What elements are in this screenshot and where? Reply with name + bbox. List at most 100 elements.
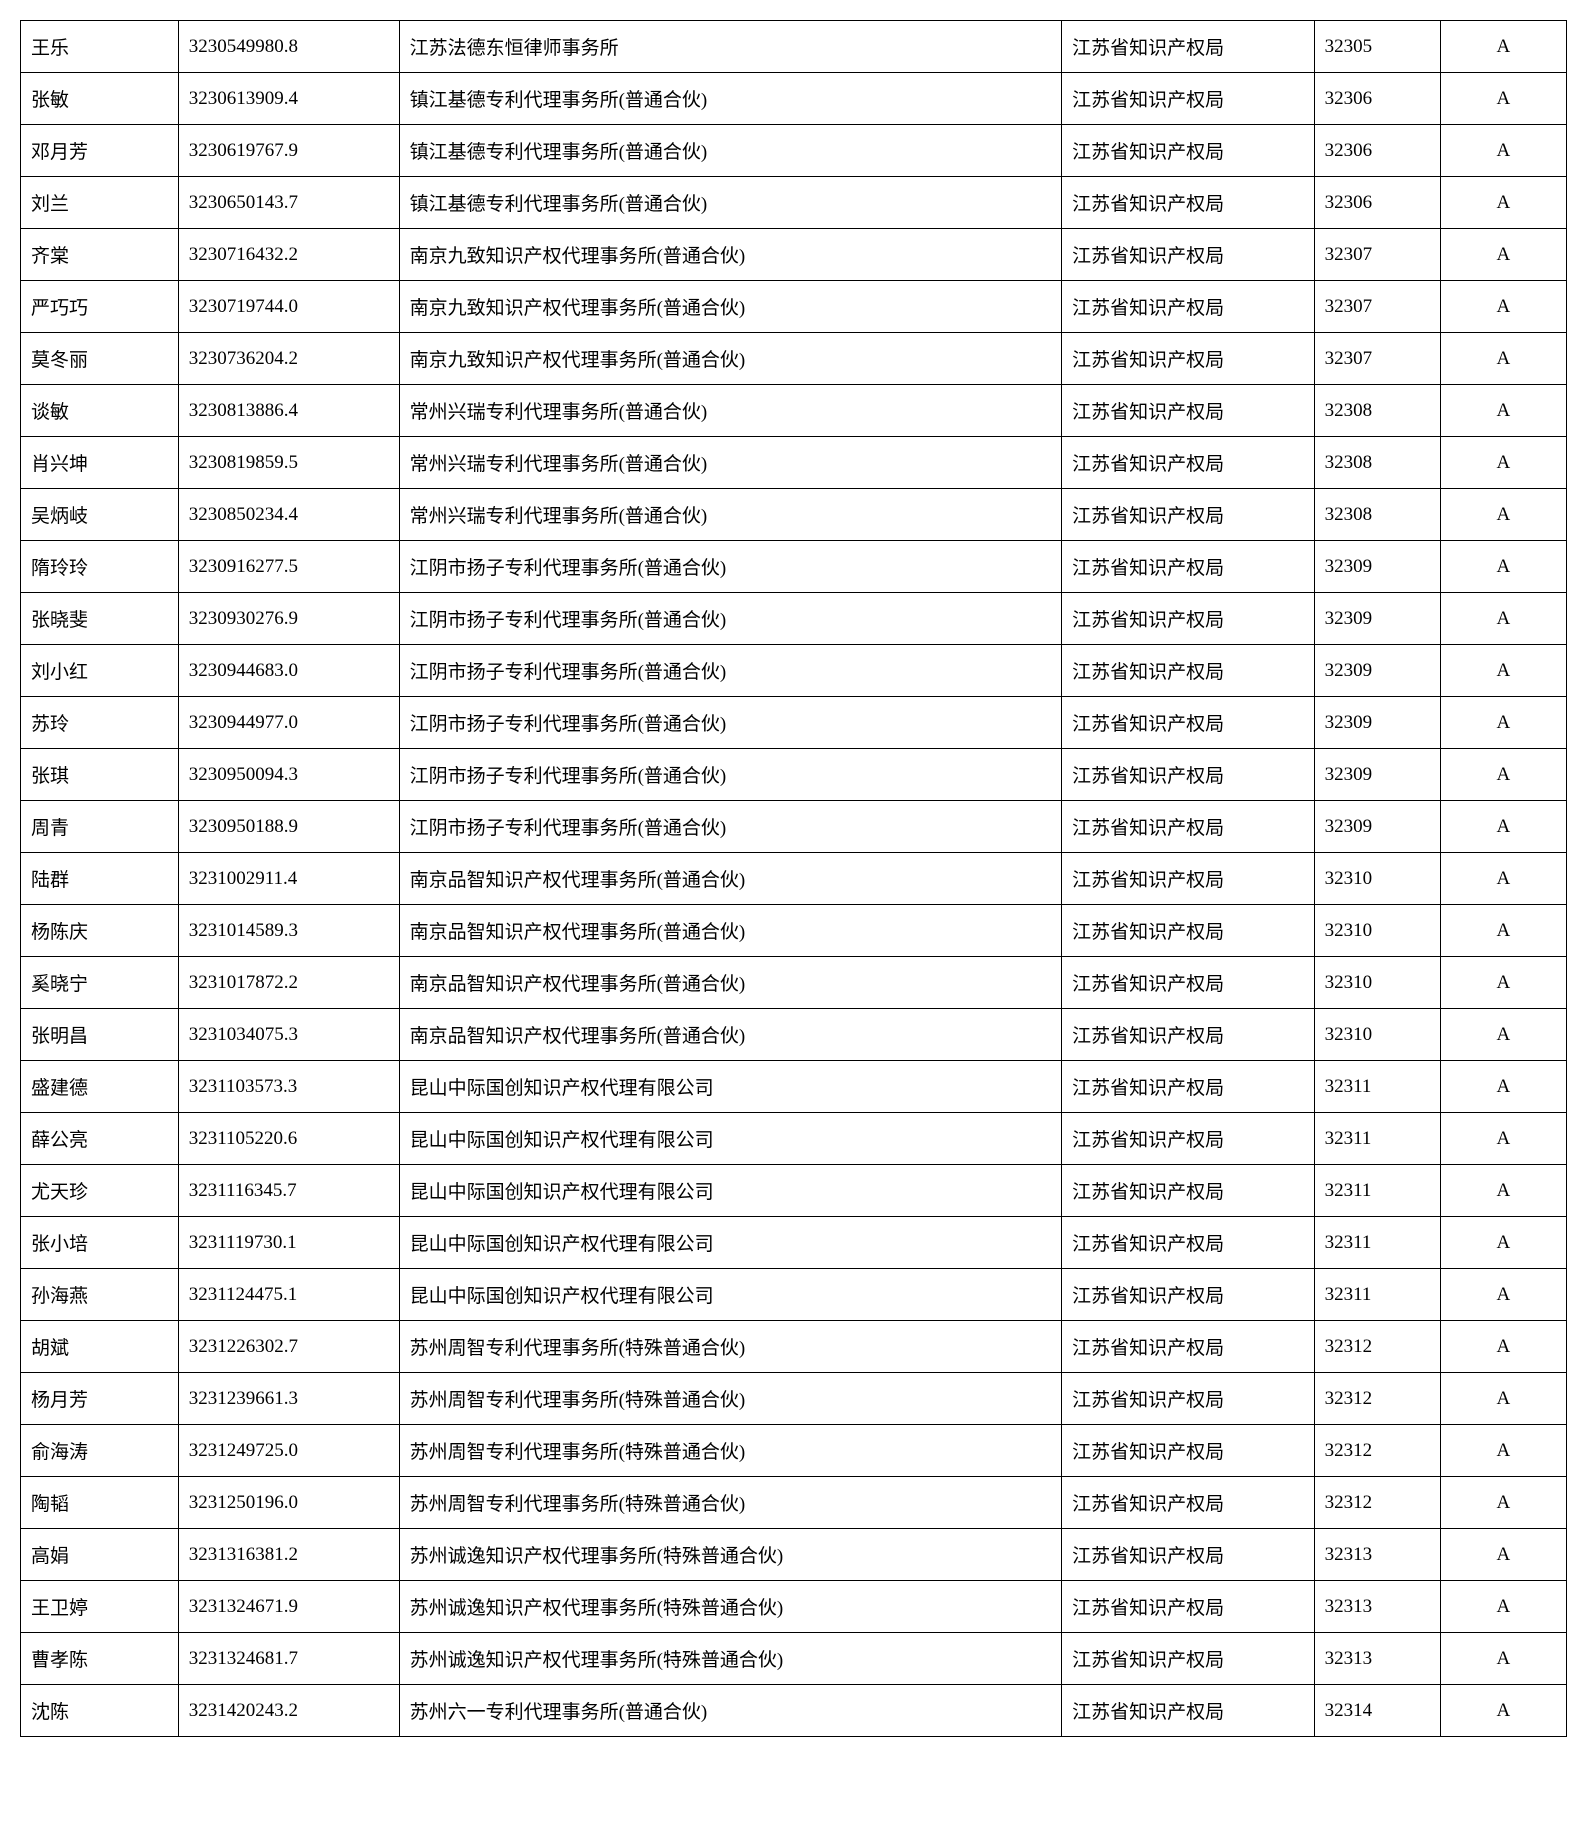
cell-id: 3230619767.9	[178, 125, 399, 177]
cell-name: 张敏	[21, 73, 179, 125]
cell-id: 3231017872.2	[178, 957, 399, 1009]
cell-grade: A	[1440, 1633, 1566, 1685]
cell-grade: A	[1440, 73, 1566, 125]
cell-authority: 江苏省知识产权局	[1062, 229, 1314, 281]
table-row: 张小培3231119730.1昆山中际国创知识产权代理有限公司江苏省知识产权局3…	[21, 1217, 1567, 1269]
cell-grade: A	[1440, 593, 1566, 645]
cell-grade: A	[1440, 697, 1566, 749]
table-row: 吴炳岐3230850234.4常州兴瑞专利代理事务所(普通合伙)江苏省知识产权局…	[21, 489, 1567, 541]
cell-agency: 常州兴瑞专利代理事务所(普通合伙)	[399, 385, 1062, 437]
cell-authority: 江苏省知识产权局	[1062, 1685, 1314, 1737]
cell-grade: A	[1440, 1425, 1566, 1477]
cell-name: 苏玲	[21, 697, 179, 749]
cell-authority: 江苏省知识产权局	[1062, 125, 1314, 177]
cell-id: 3230650143.7	[178, 177, 399, 229]
cell-id: 3231014589.3	[178, 905, 399, 957]
cell-authority: 江苏省知识产权局	[1062, 1529, 1314, 1581]
cell-grade: A	[1440, 385, 1566, 437]
cell-authority: 江苏省知识产权局	[1062, 749, 1314, 801]
table-row: 胡斌3231226302.7苏州周智专利代理事务所(特殊普通合伙)江苏省知识产权…	[21, 1321, 1567, 1373]
cell-grade: A	[1440, 1009, 1566, 1061]
cell-agency: 苏州六一专利代理事务所(普通合伙)	[399, 1685, 1062, 1737]
cell-code: 32305	[1314, 21, 1440, 73]
cell-agency: 南京品智知识产权代理事务所(普通合伙)	[399, 1009, 1062, 1061]
cell-code: 32312	[1314, 1321, 1440, 1373]
cell-grade: A	[1440, 1217, 1566, 1269]
cell-code: 32312	[1314, 1373, 1440, 1425]
cell-agency: 苏州周智专利代理事务所(特殊普通合伙)	[399, 1373, 1062, 1425]
cell-agency: 江阴市扬子专利代理事务所(普通合伙)	[399, 645, 1062, 697]
cell-agency: 苏州周智专利代理事务所(特殊普通合伙)	[399, 1477, 1062, 1529]
cell-grade: A	[1440, 1061, 1566, 1113]
cell-authority: 江苏省知识产权局	[1062, 1633, 1314, 1685]
table-row: 张晓斐3230930276.9江阴市扬子专利代理事务所(普通合伙)江苏省知识产权…	[21, 593, 1567, 645]
cell-id: 3231119730.1	[178, 1217, 399, 1269]
cell-id: 3231250196.0	[178, 1477, 399, 1529]
cell-grade: A	[1440, 1685, 1566, 1737]
table-row: 苏玲3230944977.0江阴市扬子专利代理事务所(普通合伙)江苏省知识产权局…	[21, 697, 1567, 749]
cell-code: 32311	[1314, 1113, 1440, 1165]
cell-id: 3230813886.4	[178, 385, 399, 437]
table-row: 齐棠3230716432.2南京九致知识产权代理事务所(普通合伙)江苏省知识产权…	[21, 229, 1567, 281]
cell-authority: 江苏省知识产权局	[1062, 1321, 1314, 1373]
cell-agency: 常州兴瑞专利代理事务所(普通合伙)	[399, 489, 1062, 541]
cell-id: 3230736204.2	[178, 333, 399, 385]
cell-agency: 江阴市扬子专利代理事务所(普通合伙)	[399, 593, 1062, 645]
cell-authority: 江苏省知识产权局	[1062, 1477, 1314, 1529]
cell-authority: 江苏省知识产权局	[1062, 1581, 1314, 1633]
cell-code: 32311	[1314, 1217, 1440, 1269]
table-row: 孙海燕3231124475.1昆山中际国创知识产权代理有限公司江苏省知识产权局3…	[21, 1269, 1567, 1321]
cell-code: 32311	[1314, 1165, 1440, 1217]
cell-agency: 江苏法德东恒律师事务所	[399, 21, 1062, 73]
cell-code: 32309	[1314, 697, 1440, 749]
table-row: 沈陈3231420243.2苏州六一专利代理事务所(普通合伙)江苏省知识产权局3…	[21, 1685, 1567, 1737]
cell-code: 32310	[1314, 905, 1440, 957]
cell-authority: 江苏省知识产权局	[1062, 1217, 1314, 1269]
cell-name: 曹孝陈	[21, 1633, 179, 1685]
table-body: 王乐3230549980.8江苏法德东恒律师事务所江苏省知识产权局32305A张…	[21, 21, 1567, 1737]
cell-name: 陆群	[21, 853, 179, 905]
cell-code: 32306	[1314, 177, 1440, 229]
cell-name: 张明昌	[21, 1009, 179, 1061]
cell-code: 32312	[1314, 1425, 1440, 1477]
cell-code: 32309	[1314, 593, 1440, 645]
cell-grade: A	[1440, 1269, 1566, 1321]
cell-authority: 江苏省知识产权局	[1062, 697, 1314, 749]
cell-name: 沈陈	[21, 1685, 179, 1737]
cell-grade: A	[1440, 749, 1566, 801]
cell-grade: A	[1440, 801, 1566, 853]
cell-agency: 江阴市扬子专利代理事务所(普通合伙)	[399, 801, 1062, 853]
cell-code: 32309	[1314, 749, 1440, 801]
cell-authority: 江苏省知识产权局	[1062, 1061, 1314, 1113]
cell-grade: A	[1440, 229, 1566, 281]
cell-id: 3230613909.4	[178, 73, 399, 125]
cell-authority: 江苏省知识产权局	[1062, 957, 1314, 1009]
cell-code: 32308	[1314, 437, 1440, 489]
cell-grade: A	[1440, 1321, 1566, 1373]
table-row: 陶韬3231250196.0苏州周智专利代理事务所(特殊普通合伙)江苏省知识产权…	[21, 1477, 1567, 1529]
cell-authority: 江苏省知识产权局	[1062, 333, 1314, 385]
cell-agency: 镇江基德专利代理事务所(普通合伙)	[399, 125, 1062, 177]
cell-authority: 江苏省知识产权局	[1062, 1269, 1314, 1321]
table-row: 俞海涛3231249725.0苏州周智专利代理事务所(特殊普通合伙)江苏省知识产…	[21, 1425, 1567, 1477]
cell-code: 32307	[1314, 229, 1440, 281]
cell-id: 3231324681.7	[178, 1633, 399, 1685]
cell-agency: 昆山中际国创知识产权代理有限公司	[399, 1061, 1062, 1113]
table-row: 杨月芳3231239661.3苏州周智专利代理事务所(特殊普通合伙)江苏省知识产…	[21, 1373, 1567, 1425]
cell-name: 盛建德	[21, 1061, 179, 1113]
table-row: 王乐3230549980.8江苏法德东恒律师事务所江苏省知识产权局32305A	[21, 21, 1567, 73]
cell-code: 32309	[1314, 801, 1440, 853]
table-row: 刘兰3230650143.7镇江基德专利代理事务所(普通合伙)江苏省知识产权局3…	[21, 177, 1567, 229]
cell-code: 32312	[1314, 1477, 1440, 1529]
cell-code: 32309	[1314, 541, 1440, 593]
cell-grade: A	[1440, 333, 1566, 385]
table-row: 王卫婷3231324671.9苏州诚逸知识产权代理事务所(特殊普通合伙)江苏省知…	[21, 1581, 1567, 1633]
cell-id: 3230944977.0	[178, 697, 399, 749]
cell-authority: 江苏省知识产权局	[1062, 645, 1314, 697]
table-row: 刘小红3230944683.0江阴市扬子专利代理事务所(普通合伙)江苏省知识产权…	[21, 645, 1567, 697]
cell-name: 刘小红	[21, 645, 179, 697]
cell-agency: 镇江基德专利代理事务所(普通合伙)	[399, 177, 1062, 229]
cell-agency: 江阴市扬子专利代理事务所(普通合伙)	[399, 749, 1062, 801]
cell-name: 俞海涛	[21, 1425, 179, 1477]
cell-name: 严巧巧	[21, 281, 179, 333]
